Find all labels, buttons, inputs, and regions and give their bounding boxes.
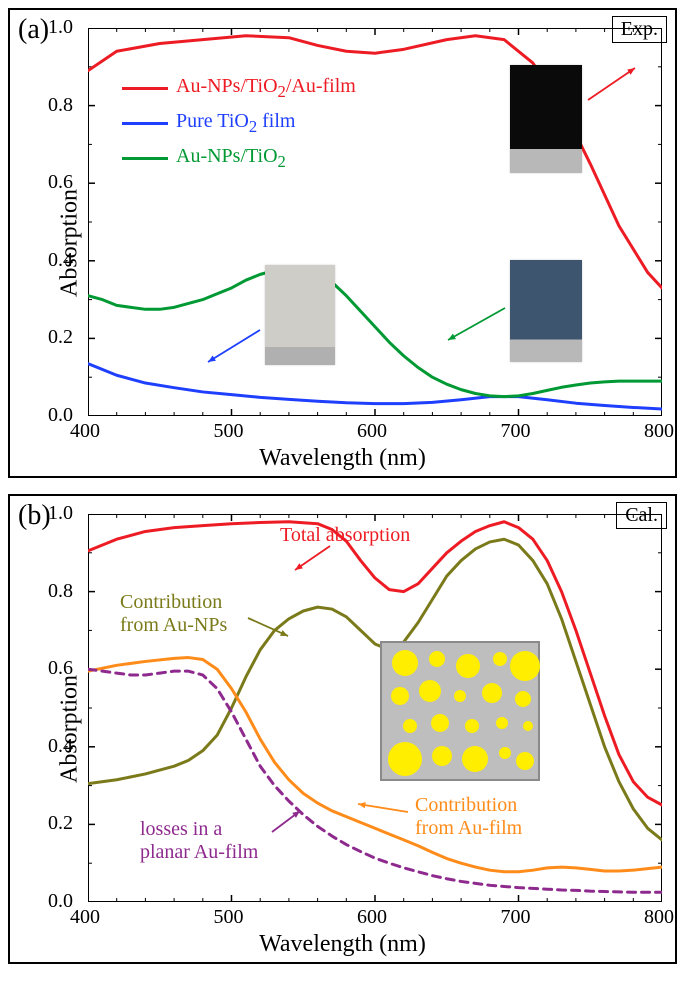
panel-b-xlabel: Wavelength (nm)	[259, 931, 426, 958]
ytick-label: 0.8	[48, 580, 85, 603]
xtick-label: 800	[644, 420, 674, 443]
annotation-text: Contributionfrom Au-film	[415, 794, 522, 840]
annotation-text: Total absorption	[280, 524, 410, 547]
ytick-label: 0.8	[48, 94, 85, 117]
ytick-label: 0.4	[48, 249, 85, 272]
series-contribution-from-au-nps	[88, 539, 662, 840]
xtick-label: 800	[644, 906, 674, 929]
ytick-label: 0.0	[48, 890, 85, 913]
ytick-label: 1.0	[48, 502, 85, 525]
xtick-label: 600	[357, 420, 387, 443]
legend-entry: Au-NPs/TiO2/Au-film	[122, 75, 356, 102]
panel-a: (a) Exp. Absorption Wavelength (nm) 4005…	[8, 8, 677, 478]
ytick-label: 0.4	[48, 735, 85, 758]
ytick-label: 1.0	[48, 16, 85, 39]
ytick-label: 0.6	[48, 657, 85, 680]
panel-a-xlabel: Wavelength (nm)	[259, 445, 426, 472]
arrow	[358, 802, 408, 812]
legend-entry: Au-NPs/TiO2	[122, 145, 286, 172]
panel-a-label: (a)	[18, 14, 49, 46]
ytick-label: 0.2	[48, 812, 85, 835]
legend-label: Pure TiO2 film	[176, 110, 295, 137]
arrow	[295, 546, 330, 570]
panel-b-label: (b)	[18, 500, 51, 532]
legend-label: Au-NPs/TiO2/Au-film	[176, 75, 356, 102]
inset-photo	[265, 265, 335, 365]
arrow	[272, 811, 300, 832]
arrow	[588, 68, 635, 100]
arrow	[448, 308, 505, 340]
legend-label: Au-NPs/TiO2	[176, 145, 286, 172]
xtick-label: 500	[214, 420, 244, 443]
ytick-label: 0.0	[48, 404, 85, 427]
arrow	[248, 618, 288, 636]
ytick-label: 0.6	[48, 171, 85, 194]
inset-photo	[510, 260, 582, 362]
xtick-label: 600	[357, 906, 387, 929]
inset-diagram	[380, 641, 540, 781]
inset-photo	[510, 65, 582, 173]
annotation-text: losses in aplanar Au-film	[140, 818, 258, 864]
figure: (a) Exp. Absorption Wavelength (nm) 4005…	[8, 8, 677, 964]
xtick-label: 700	[501, 906, 531, 929]
annotation-text: Contributionfrom Au-NPs	[120, 591, 227, 637]
xtick-label: 700	[501, 420, 531, 443]
panel-a-ylabel: Absorption	[57, 189, 84, 297]
panel-b-ylabel: Absorption	[57, 675, 84, 783]
legend-entry: Pure TiO2 film	[122, 110, 295, 137]
panel-b: (b) Cal. Absorption Wavelength (nm) 4005…	[8, 494, 677, 964]
ytick-label: 0.2	[48, 326, 85, 349]
inset-svg	[380, 641, 540, 781]
arrow	[208, 330, 260, 362]
xtick-label: 500	[214, 906, 244, 929]
